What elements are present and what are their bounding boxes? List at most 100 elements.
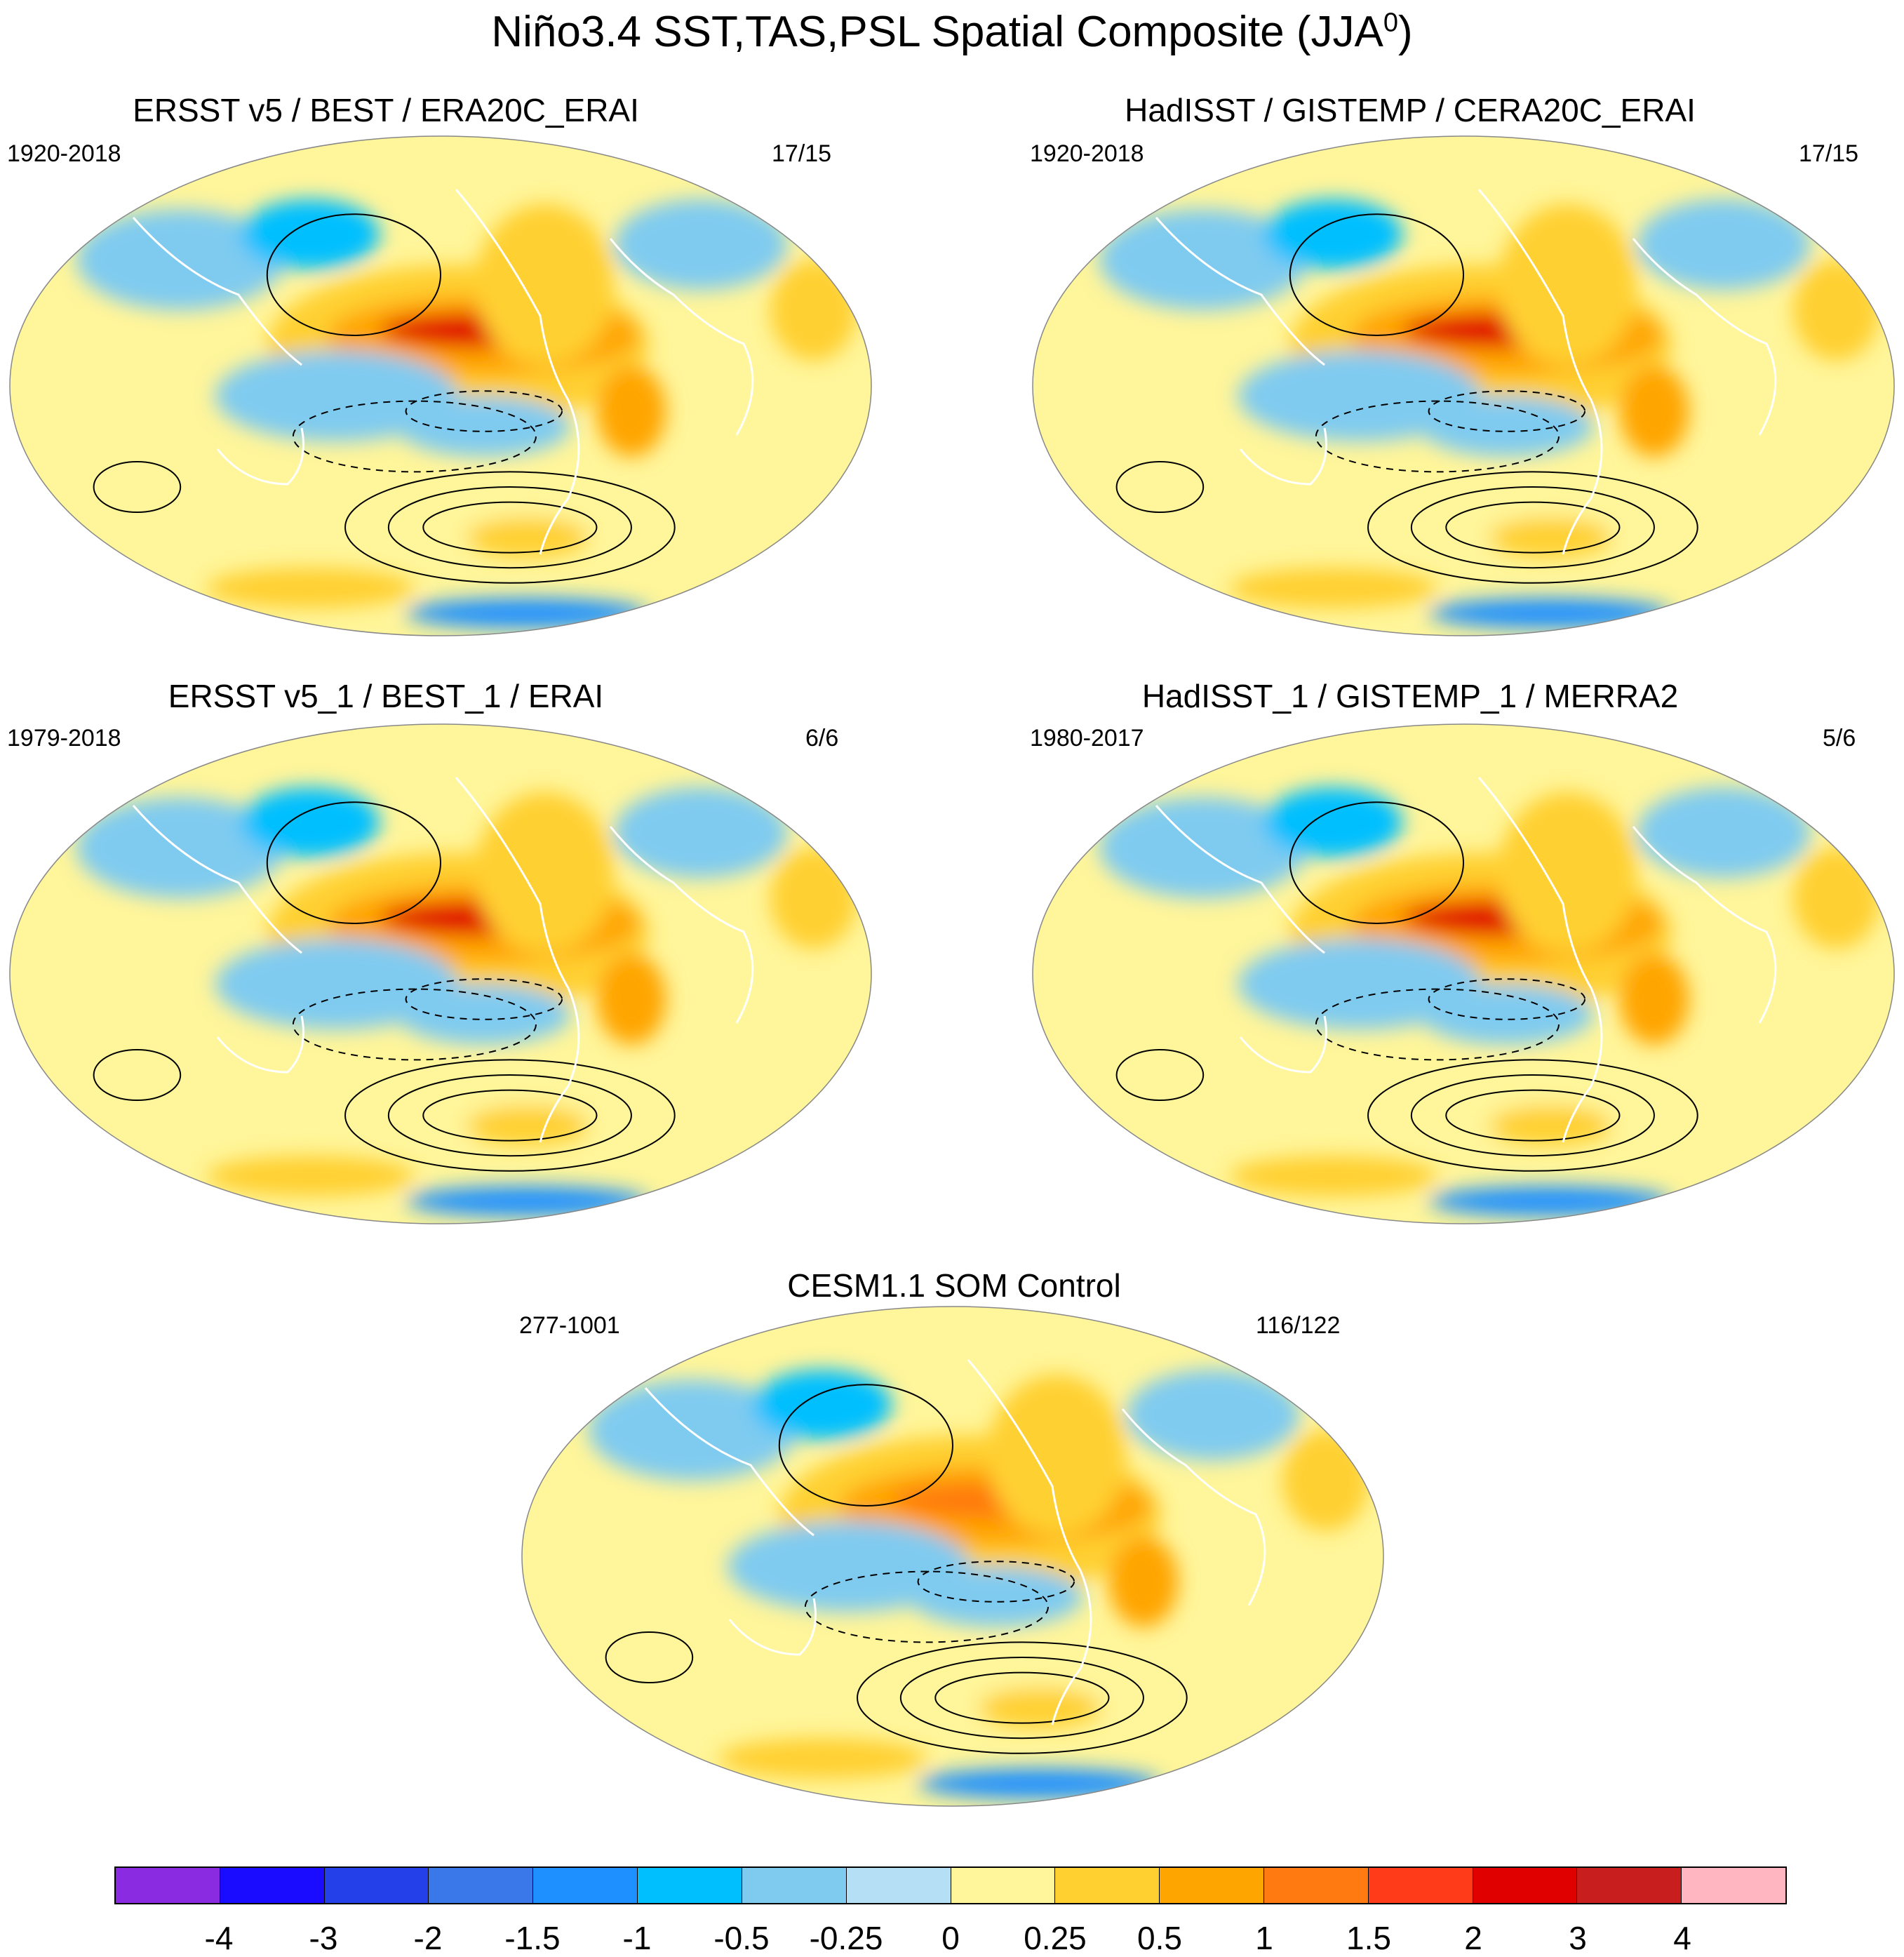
colorbar-swatch xyxy=(1682,1868,1785,1903)
anomaly-region xyxy=(987,1374,1127,1537)
anomaly-region xyxy=(1126,1369,1300,1461)
map-svg xyxy=(521,1306,1384,1807)
anomaly-region xyxy=(475,203,615,366)
colorbar-tick-label: 0 xyxy=(941,1920,960,1956)
anomaly-region xyxy=(397,396,571,457)
anomaly-region xyxy=(1282,1430,1369,1531)
anomaly-region xyxy=(588,1380,797,1481)
psl-contour xyxy=(899,1656,1144,1739)
colorbar-tick-label: -2 xyxy=(413,1920,443,1956)
panel-title-4: HadISST_1 / GISTEMP_1 / MERRA2 xyxy=(1141,678,1679,714)
coastline xyxy=(609,238,754,436)
psl-contour-negative xyxy=(1315,400,1560,473)
colorbar-swatch xyxy=(1055,1868,1160,1903)
anomaly-region xyxy=(241,199,380,270)
panel-period-4: 1980-2017 xyxy=(1030,725,1144,752)
psl-contour xyxy=(1367,1059,1698,1172)
anomaly-region xyxy=(1489,1105,1611,1146)
map-panel-1 xyxy=(7,133,874,639)
panel-period-1: 1920-2018 xyxy=(7,140,121,167)
colorbar-swatch xyxy=(220,1868,325,1903)
anomaly-region xyxy=(1498,203,1637,366)
coastline xyxy=(1239,1015,1327,1074)
psl-contour xyxy=(857,1641,1188,1754)
anomaly-region xyxy=(909,1566,1083,1627)
colorbar-tick-label: -3 xyxy=(309,1920,338,1956)
psl-contour-negative xyxy=(1315,988,1560,1061)
anomaly-region xyxy=(1229,568,1437,608)
anomaly-region xyxy=(405,598,649,629)
coastline xyxy=(1121,1408,1266,1606)
anomaly-region xyxy=(76,209,285,310)
anomaly-region xyxy=(1420,984,1594,1045)
anomaly-region xyxy=(1099,209,1308,310)
psl-contour xyxy=(266,801,441,925)
colorbar-tick-label: 1.5 xyxy=(1346,1920,1391,1956)
psl-contour xyxy=(422,1089,598,1142)
psl-contour xyxy=(422,501,598,554)
psl-contour-negative xyxy=(292,988,537,1061)
colorbar-swatch xyxy=(533,1868,638,1903)
colorbar-swatch xyxy=(1368,1868,1473,1903)
anomaly-region xyxy=(1238,350,1481,442)
coastline xyxy=(132,805,302,954)
psl-contour xyxy=(605,1631,694,1683)
coastline xyxy=(455,189,580,555)
map-border xyxy=(1032,135,1895,636)
anomaly-region xyxy=(1108,1536,1179,1627)
colorbar-swatch xyxy=(429,1868,534,1903)
anomaly-region xyxy=(614,787,788,879)
anomaly-region xyxy=(405,1186,649,1217)
map-border xyxy=(9,723,872,1224)
anomaly-region xyxy=(614,199,788,290)
anomaly-region xyxy=(397,984,571,1045)
coastline xyxy=(216,1015,304,1074)
anomaly-region xyxy=(1428,1186,1672,1217)
anomaly-region xyxy=(215,350,458,442)
psl-contour-negative xyxy=(1428,390,1586,432)
anomaly-region xyxy=(1619,954,1689,1045)
colorbar-swatch xyxy=(742,1868,847,1903)
psl-contour xyxy=(93,461,182,513)
anomaly-region xyxy=(33,918,155,980)
psl-contour xyxy=(266,213,441,337)
anomaly-region xyxy=(467,1105,589,1146)
anomaly-region xyxy=(1637,787,1811,879)
psl-contour xyxy=(1289,213,1464,337)
colorbar-swatch xyxy=(951,1868,1056,1903)
psl-contour xyxy=(778,1384,953,1507)
map-panel-4 xyxy=(1030,721,1897,1227)
anomaly-region xyxy=(1056,330,1178,392)
colorbar-swatch xyxy=(1160,1868,1264,1903)
panel-count-3: 6/6 xyxy=(805,725,839,752)
colorbar-tick-label: 1 xyxy=(1255,1920,1273,1956)
panel-count-4: 5/6 xyxy=(1823,725,1856,752)
colorbar-tick-label: -0.5 xyxy=(713,1920,770,1956)
panel-period-2: 1920-2018 xyxy=(1030,140,1144,167)
coastline xyxy=(216,427,304,486)
psl-contour xyxy=(1445,1089,1621,1142)
panel-count-5: 116/122 xyxy=(1256,1312,1341,1339)
anomaly-region xyxy=(596,954,666,1045)
anomaly-region xyxy=(718,1738,927,1779)
colorbar-tick-label: -4 xyxy=(204,1920,234,1956)
figure-title: Niño3.4 SST,TAS,PSL Spatial Composite (J… xyxy=(491,8,1413,56)
anomaly-region xyxy=(1428,598,1672,629)
psl-contour-negative xyxy=(917,1561,1075,1603)
anomaly-region xyxy=(1619,366,1689,457)
colorbar-tick-label: 4 xyxy=(1673,1920,1691,1956)
map-svg xyxy=(1032,723,1895,1224)
coastline xyxy=(1632,238,1777,436)
coastline xyxy=(1239,427,1327,486)
psl-contour xyxy=(1115,461,1205,513)
panel-title-2: HadISST / GISTEMP / CERA20C_ERAI xyxy=(1125,92,1696,128)
psl-contour-negative xyxy=(1428,978,1586,1020)
map-svg xyxy=(1032,135,1895,636)
psl-contour-negative xyxy=(405,390,563,432)
colorbar-tick-label: -1 xyxy=(622,1920,652,1956)
psl-contour xyxy=(1445,501,1621,554)
psl-contour-negative xyxy=(405,978,563,1020)
anomaly-region xyxy=(241,787,380,858)
anomaly-region xyxy=(979,1688,1101,1728)
coastline xyxy=(1155,217,1325,366)
